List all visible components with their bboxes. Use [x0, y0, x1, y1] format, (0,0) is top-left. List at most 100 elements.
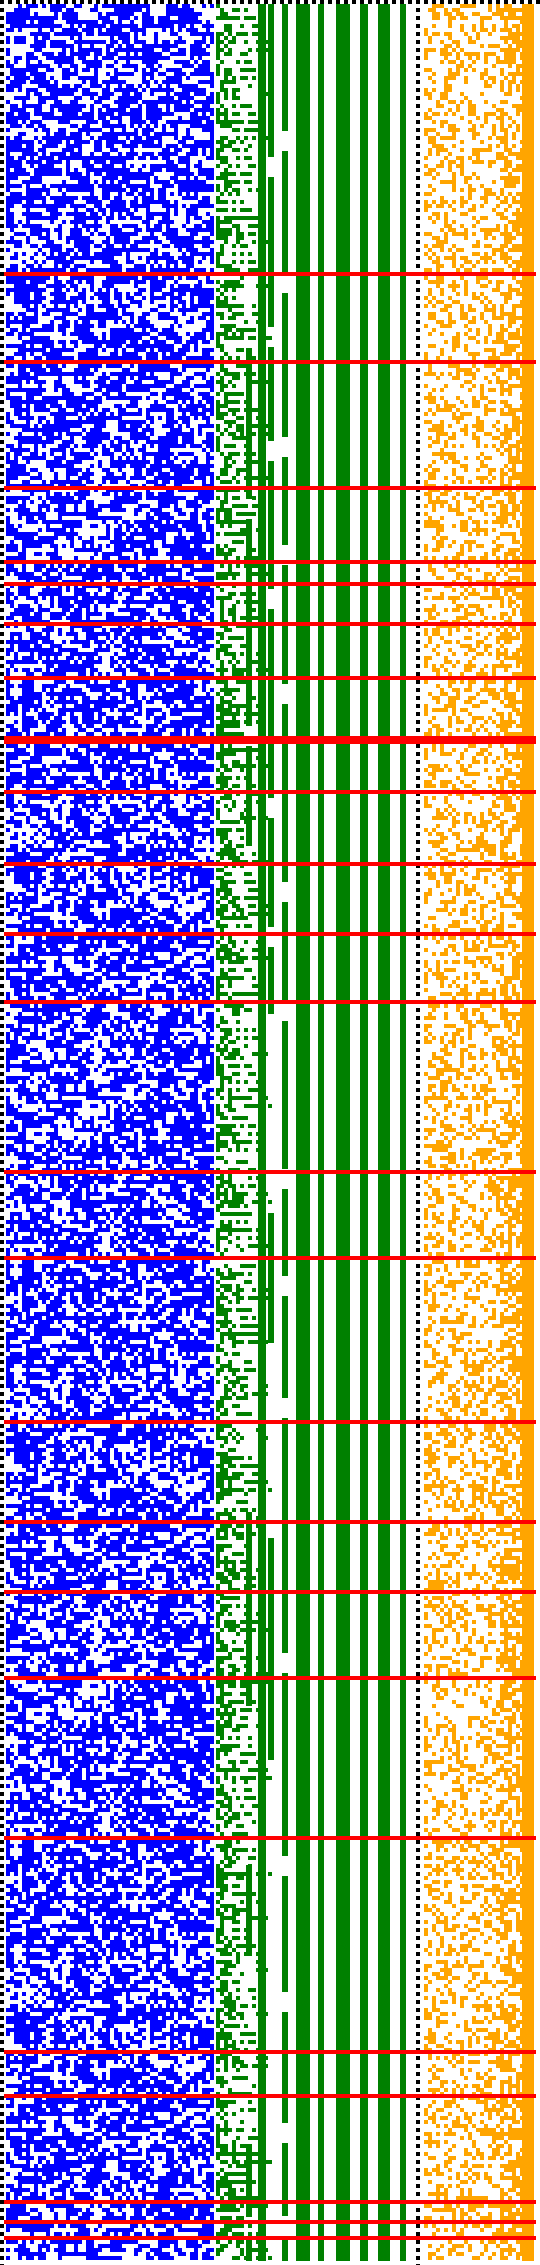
blue-cell [138, 784, 142, 788]
blue-cell [18, 552, 26, 556]
blue-cell [30, 616, 34, 620]
blue-cell [90, 536, 94, 540]
blue-cell [98, 688, 106, 692]
blue-cell [94, 552, 98, 556]
blue-cell [78, 44, 82, 48]
blue-cell [50, 576, 54, 580]
blue-cell [98, 16, 106, 20]
blue-cell [122, 312, 126, 316]
blue-cell [82, 256, 86, 260]
blue-cell [146, 104, 150, 108]
blue-cell [110, 264, 118, 268]
blue-cell [122, 588, 138, 592]
blue-cell [82, 744, 90, 748]
blue-cell [118, 816, 122, 820]
blue-cell [46, 364, 54, 368]
blue-cell [62, 728, 66, 732]
blue-cell [146, 172, 154, 176]
blue-cell [6, 364, 14, 368]
blue-cell [198, 724, 202, 728]
blue-cell [162, 824, 170, 828]
blue-cell [70, 496, 74, 500]
blue-cell [198, 840, 202, 844]
blue-cell [26, 596, 34, 600]
blue-cell [98, 112, 110, 116]
blue-cell [42, 892, 50, 896]
blue-cell [202, 220, 214, 224]
blue-cell [26, 56, 38, 60]
blue-cell [106, 84, 110, 88]
blue-cell [142, 68, 146, 72]
blue-cell [178, 692, 190, 696]
blue-cell [162, 40, 166, 44]
blue-cell [162, 908, 170, 912]
blue-cell [82, 472, 86, 476]
blue-cell [26, 184, 30, 188]
blue-cell [86, 504, 90, 508]
blue-cell [74, 524, 78, 528]
blue-cell [38, 156, 42, 160]
blue-cell [78, 104, 82, 108]
blue-cell [6, 152, 10, 156]
blue-cell [134, 116, 138, 120]
blue-cell [198, 164, 202, 168]
blue-cell [106, 268, 110, 272]
blue-cell [134, 424, 142, 428]
blue-cell [10, 908, 14, 912]
blue-cell [38, 92, 42, 96]
blue-cell [110, 204, 118, 208]
blue-cell [206, 824, 210, 828]
blue-cell [62, 372, 70, 376]
blue-cell [70, 720, 78, 724]
blue-cell [118, 536, 122, 540]
blue-cell [166, 68, 170, 72]
blue-cell [86, 632, 102, 636]
blue-cell [174, 32, 178, 36]
blue-cell [90, 32, 94, 36]
blue-cell [90, 348, 94, 352]
blue-cell [114, 8, 130, 12]
blue-cell [186, 828, 198, 832]
blue-cell [166, 916, 178, 920]
blue-cell [34, 424, 38, 428]
blue-cell [198, 868, 202, 872]
blue-cell [6, 692, 10, 696]
blue-cell [162, 688, 166, 692]
blue-cell [130, 352, 138, 356]
blue-cell [138, 460, 150, 464]
blue-cell [110, 92, 114, 96]
blue-cell [94, 252, 98, 256]
blue-cell [134, 520, 142, 524]
blue-cell [170, 952, 174, 956]
blue-cell [138, 924, 142, 928]
blue-cell [142, 452, 158, 456]
blue-cell [86, 268, 90, 272]
blue-cell [18, 732, 22, 736]
blue-cell [138, 408, 142, 412]
blue-cell [46, 496, 62, 500]
blue-cell [114, 688, 126, 692]
blue-cell [34, 280, 42, 284]
blue-cell [10, 400, 30, 404]
blue-cell [98, 296, 102, 300]
blue-cell [70, 776, 78, 780]
blue-cell [182, 160, 186, 164]
blue-cell [90, 268, 106, 272]
blue-cell [70, 300, 78, 304]
blue-cell [6, 696, 14, 700]
blue-cell [110, 960, 114, 964]
blue-cell [102, 188, 110, 192]
blue-cell [98, 812, 102, 816]
blue-cell [14, 60, 18, 64]
blue-cell [42, 712, 46, 716]
blue-cell [194, 476, 198, 480]
blue-cell [190, 744, 194, 748]
blue-cell [18, 576, 30, 580]
blue-cell [54, 508, 58, 512]
blue-cell [142, 12, 146, 16]
blue-cell [166, 92, 170, 96]
blue-cell [18, 348, 22, 352]
blue-cell [134, 820, 138, 824]
blue-cell [206, 876, 210, 880]
blue-cell [118, 916, 122, 920]
